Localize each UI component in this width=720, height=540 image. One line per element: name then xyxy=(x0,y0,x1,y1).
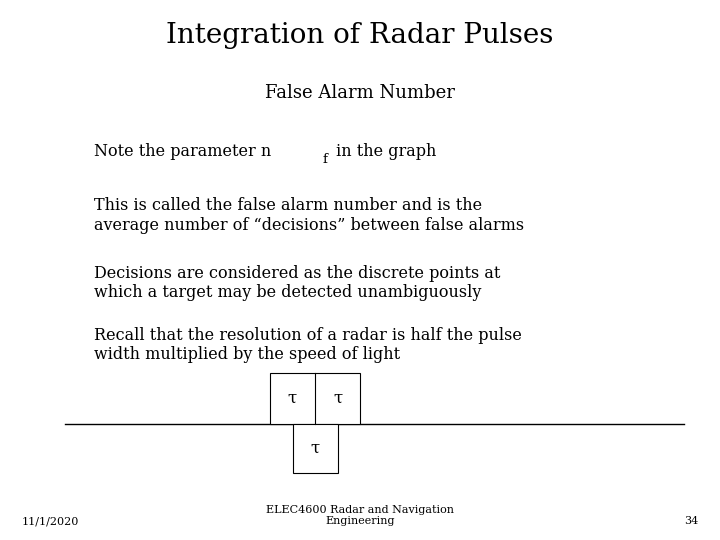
Text: This is called the false alarm number and is the
average number of “decisions” b: This is called the false alarm number an… xyxy=(94,197,523,234)
Text: Integration of Radar Pulses: Integration of Radar Pulses xyxy=(166,22,554,49)
Bar xyxy=(292,424,338,472)
Text: τ: τ xyxy=(288,390,297,407)
Text: in the graph: in the graph xyxy=(331,143,436,160)
Text: Recall that the resolution of a radar is half the pulse
width multiplied by the : Recall that the resolution of a radar is… xyxy=(94,327,521,363)
Text: τ: τ xyxy=(310,440,320,457)
Text: 34: 34 xyxy=(684,516,698,526)
Text: False Alarm Number: False Alarm Number xyxy=(265,84,455,102)
Text: 11/1/2020: 11/1/2020 xyxy=(22,516,79,526)
Bar xyxy=(270,373,360,424)
Text: Note the parameter n: Note the parameter n xyxy=(94,143,271,160)
Text: τ: τ xyxy=(333,390,342,407)
Text: f: f xyxy=(323,153,328,166)
Text: ELEC4600 Radar and Navigation
Engineering: ELEC4600 Radar and Navigation Engineerin… xyxy=(266,505,454,526)
Text: Decisions are considered as the discrete points at
which a target may be detecte: Decisions are considered as the discrete… xyxy=(94,265,500,301)
